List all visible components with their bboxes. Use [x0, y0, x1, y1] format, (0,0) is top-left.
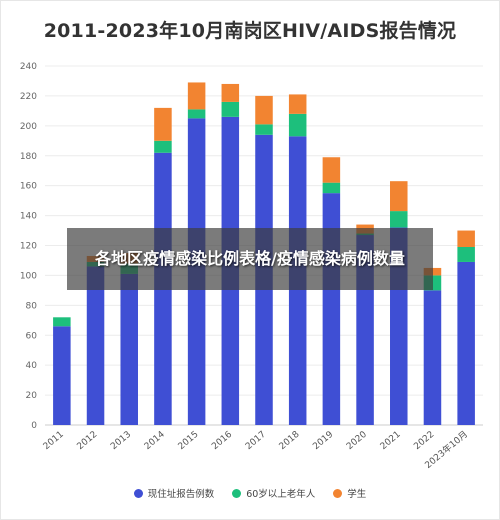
- legend-item: 60岁以上老年人: [232, 486, 315, 500]
- y-tick-label: 200: [20, 122, 37, 132]
- x-tick-label: 2021: [379, 430, 403, 452]
- bar-segment-2: [255, 124, 273, 135]
- y-tick-label: 0: [31, 421, 37, 431]
- bar-segment-3: [288, 94, 307, 114]
- x-tick-label: 2019: [311, 429, 335, 452]
- bar-segment-3: [255, 95, 273, 125]
- y-tick-label: 180: [20, 152, 37, 162]
- x-tick-label: 2013: [109, 430, 133, 452]
- bar-segment-3: [154, 107, 172, 141]
- legend-label: 学生: [347, 489, 367, 500]
- overlay-banner: 各地区疫情感染比例表格/疫情感染病例数量: [67, 228, 433, 290]
- bar-segment-1: [423, 290, 442, 425]
- chart-title: 2011-2023年10月南岗区HIV/AIDS报告情况: [43, 20, 457, 42]
- bar-segment-2: [221, 101, 240, 117]
- x-tick-label: 2014: [143, 429, 167, 452]
- bar-segment-1: [457, 261, 475, 425]
- x-tick-label: 2017: [244, 430, 268, 452]
- bar-segment-3: [322, 157, 341, 183]
- y-axis-ticks: 0 20 40 60 80 100 120 140 160 180 200 220 240: [20, 62, 37, 431]
- legend-swatch: [333, 488, 343, 498]
- bar-segment-2: [154, 140, 172, 153]
- bar-segment-1: [86, 266, 105, 425]
- legend-swatch: [133, 488, 143, 498]
- x-tick-label: 2022: [412, 430, 436, 452]
- y-tick-label: 140: [20, 212, 37, 222]
- legend-label: 60岁以上老年人: [246, 489, 316, 500]
- bar-segment-2: [288, 113, 307, 137]
- x-axis-ticks: 2011 2012 2013 2014 2015 2016 2017 2018 2019 2020…: [42, 428, 470, 471]
- x-tick-label: 2016: [210, 429, 234, 452]
- legend-label: 现住址报告例数: [147, 489, 215, 500]
- legend-item: 现住址报告例数: [133, 486, 215, 500]
- bar-segment-3: [221, 83, 240, 102]
- y-tick-label: 20: [26, 391, 38, 401]
- x-tick-label: 2020: [345, 429, 369, 452]
- bar-segment-2: [457, 246, 475, 262]
- bar-segment-3: [457, 230, 475, 247]
- bar-segment-3: [390, 181, 408, 212]
- y-tick-label: 80: [26, 301, 38, 311]
- legend-swatch: [232, 488, 242, 498]
- x-tick-label: 2018: [278, 429, 302, 452]
- overlay-banner-text: 各地区疫情感染比例表格/疫情感染病例数量: [95, 249, 405, 268]
- y-tick-label: 220: [20, 92, 37, 102]
- bar-segment-1: [120, 273, 138, 425]
- x-tick-label: 2011: [42, 430, 66, 452]
- chart-legend: 现住址报告例数 60岁以上老年人 学生: [0, 486, 500, 500]
- bar-segment-2: [53, 317, 71, 327]
- legend-item: 学生: [333, 486, 366, 500]
- bar-segment-2: [322, 182, 341, 194]
- bar-segment-1: [53, 326, 71, 425]
- bar-segment-3: [187, 82, 206, 110]
- x-tick-label: 2015: [177, 430, 201, 452]
- y-tick-label: 120: [20, 242, 37, 252]
- bar-segment-2: [390, 211, 408, 228]
- y-tick-label: 100: [20, 271, 37, 281]
- y-tick-label: 160: [20, 182, 37, 192]
- y-tick-label: 240: [20, 62, 37, 72]
- bar-segment-2: [187, 109, 206, 119]
- y-tick-label: 40: [26, 361, 38, 371]
- y-tick-label: 60: [26, 331, 38, 341]
- x-tick-label: 2012: [75, 430, 99, 452]
